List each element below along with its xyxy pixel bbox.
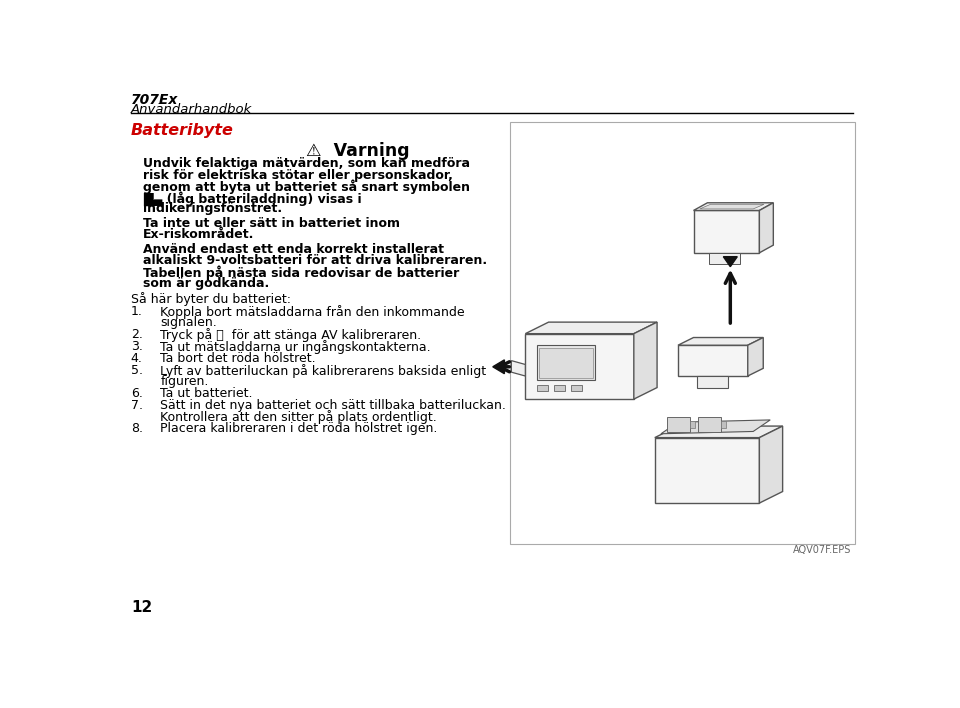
Polygon shape [723, 257, 737, 267]
Bar [510, 122, 854, 544]
Text: som är godkända.: som är godkända. [143, 277, 270, 290]
Text: Lyft av batteriluckan på kalibrerarens baksida enligt: Lyft av batteriluckan på kalibrerarens b… [160, 364, 487, 378]
Text: risk för elektriska stötar eller personskador,: risk för elektriska stötar eller persons… [143, 169, 453, 181]
Polygon shape [678, 338, 763, 346]
Text: 1.: 1. [131, 305, 143, 318]
Text: 5.: 5. [131, 364, 143, 377]
Text: Tryck på ⓞ  för att stänga AV kalibreraren.: Tryck på ⓞ för att stänga AV kalibrerare… [160, 329, 421, 342]
Polygon shape [655, 426, 782, 438]
Bar [554, 385, 564, 392]
Bar [698, 417, 721, 432]
Text: Användarhandbok: Användarhandbok [131, 103, 252, 116]
Text: Tabellen på nästa sida redovisar de batterier: Tabellen på nästa sida redovisar de batt… [143, 266, 460, 280]
Text: ⚠  Varning: ⚠ Varning [306, 142, 410, 160]
Text: Ta ut batteriet.: Ta ut batteriet. [160, 387, 252, 400]
Bar [540, 348, 592, 377]
Text: Ta ut mätsladdarna ur ingångskontakterna.: Ta ut mätsladdarna ur ingångskontakterna… [160, 341, 431, 354]
Text: Så här byter du batteriet:: Så här byter du batteriet: [131, 292, 291, 307]
Text: Koppla bort mätsladdarna från den inkommande: Koppla bort mätsladdarna från den inkomm… [160, 305, 465, 319]
Polygon shape [693, 202, 774, 210]
Text: Sätt in det nya batteriet och sätt tillbaka batteriluckan.: Sätt in det nya batteriet och sätt tillb… [160, 399, 506, 412]
Text: Undvik felaktiga mätvärden, som kan medföra: Undvik felaktiga mätvärden, som kan medf… [143, 157, 470, 171]
Polygon shape [655, 438, 759, 503]
Bar [667, 417, 690, 432]
Text: alkaliskt 9-voltsbatteri för att driva kalibreraren.: alkaliskt 9-voltsbatteri för att driva k… [143, 254, 488, 268]
Polygon shape [678, 346, 748, 376]
Bar [537, 346, 595, 380]
Text: signalen.: signalen. [160, 316, 217, 329]
Text: indikeringsfönstret.: indikeringsfönstret. [143, 202, 282, 215]
Text: figuren.: figuren. [160, 375, 208, 388]
Bar [537, 385, 548, 392]
Text: Ex-riskområdet.: Ex-riskområdet. [143, 228, 254, 241]
Polygon shape [634, 322, 657, 399]
Polygon shape [660, 420, 770, 434]
Text: 7.: 7. [131, 399, 143, 412]
Text: Ta inte ut eller sätt in batteriet inom: Ta inte ut eller sätt in batteriet inom [143, 217, 400, 230]
Polygon shape [697, 376, 729, 387]
Text: Ta bort det röda hölstret.: Ta bort det röda hölstret. [160, 352, 316, 365]
Text: 4.: 4. [131, 352, 143, 365]
Text: 3.: 3. [131, 341, 143, 353]
Polygon shape [709, 253, 740, 263]
Bar [721, 421, 726, 428]
Text: 8.: 8. [131, 422, 143, 435]
Polygon shape [759, 202, 774, 253]
Polygon shape [525, 333, 634, 399]
Text: █▄ (låg batteriladdning) visas i: █▄ (låg batteriladdning) visas i [143, 191, 362, 205]
Text: 2.: 2. [131, 329, 143, 341]
Text: Placera kalibreraren i det röda hölstret igen.: Placera kalibreraren i det röda hölstret… [160, 422, 438, 435]
Text: Kontrollera att den sitter på plats ordentligt.: Kontrollera att den sitter på plats orde… [160, 410, 437, 424]
Polygon shape [759, 426, 782, 503]
Text: genom att byta ut batteriet så snart symbolen: genom att byta ut batteriet så snart sym… [143, 180, 470, 194]
Text: Använd endast ett enda korrekt installerat: Använd endast ett enda korrekt installer… [143, 243, 444, 256]
Bar [690, 421, 695, 428]
Polygon shape [700, 205, 764, 209]
Polygon shape [525, 322, 657, 333]
Text: 6.: 6. [131, 387, 143, 400]
Polygon shape [748, 338, 763, 376]
Text: 12: 12 [131, 600, 152, 615]
Text: AQV07F.EPS: AQV07F.EPS [793, 545, 852, 555]
Polygon shape [492, 360, 504, 374]
Polygon shape [693, 210, 759, 253]
Text: Batteribyte: Batteribyte [131, 123, 233, 139]
Bar [571, 385, 582, 392]
Polygon shape [512, 360, 525, 376]
Text: 707Ex: 707Ex [131, 93, 179, 108]
